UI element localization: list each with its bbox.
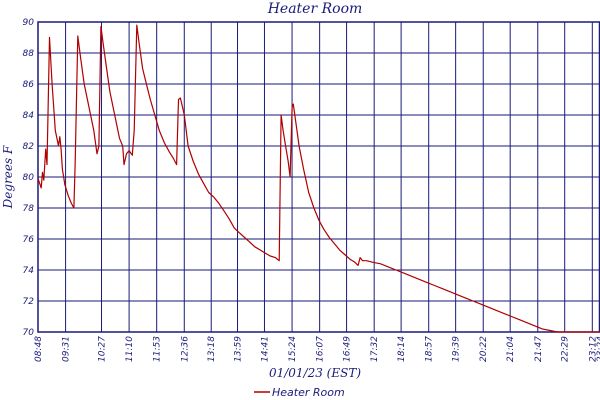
y-tick-label: 76: [23, 235, 35, 245]
x-tick-label: 14:41: [260, 336, 270, 362]
x-tick-label: 13:59: [234, 336, 244, 362]
grid: [37, 21, 600, 333]
x-tick-label: 23:12: [588, 336, 598, 362]
y-tick-label: 74: [23, 266, 35, 276]
series-layer: [37, 24, 600, 333]
x-tick-label: 18:14: [397, 336, 407, 362]
x-tick-label: 09:31: [62, 336, 72, 362]
y-tick-label: 70: [23, 328, 35, 338]
y-axis-title: Degrees F: [1, 145, 15, 209]
tick-labels: 70 72 74 76 78 80 82 84 86 88 90 08:48 09:31 10:27 11:…: [23, 18, 600, 362]
x-tick-label: 10:27: [98, 336, 108, 362]
x-tick-label: 21:04: [506, 336, 516, 362]
x-tick-label: 17:32: [370, 336, 380, 362]
x-tick-label: 11:53: [153, 336, 163, 362]
x-tick-label: 19:39: [452, 336, 462, 362]
y-tick-label: 72: [23, 297, 35, 307]
y-tick-label: 90: [23, 18, 35, 28]
x-tick-label: 13:18: [207, 336, 217, 362]
x-tick-label: 18:57: [425, 336, 435, 362]
legend-label: Heater Room: [272, 386, 345, 399]
y-tick-label: 84: [23, 111, 35, 121]
x-tick-label: 12:36: [180, 336, 190, 362]
y-tick-label: 86: [23, 80, 35, 90]
x-tick-label: 08:48: [34, 336, 44, 362]
x-tick-label: 16:07: [316, 336, 326, 362]
x-tick-label: 22:29: [561, 336, 571, 362]
legend: Heater Room: [254, 386, 345, 399]
x-tick-label: 11:10: [125, 336, 135, 362]
x-tick-label: 16:49: [343, 336, 353, 362]
x-tick-label: 21:47: [534, 336, 544, 362]
x-tick-label: 20:22: [479, 336, 489, 362]
x-tick-label: 15:24: [288, 336, 298, 362]
y-tick-label: 88: [23, 49, 35, 59]
y-tick-label: 82: [23, 142, 35, 152]
chart-title: Heater Room: [267, 1, 363, 17]
y-tick-label: 80: [23, 173, 35, 183]
x-axis-title: 01/01/23 (EST): [269, 366, 361, 380]
x-tick-label: 23:24: [596, 336, 600, 362]
y-tick-label: 78: [23, 204, 35, 214]
series-line: [37, 24, 600, 333]
